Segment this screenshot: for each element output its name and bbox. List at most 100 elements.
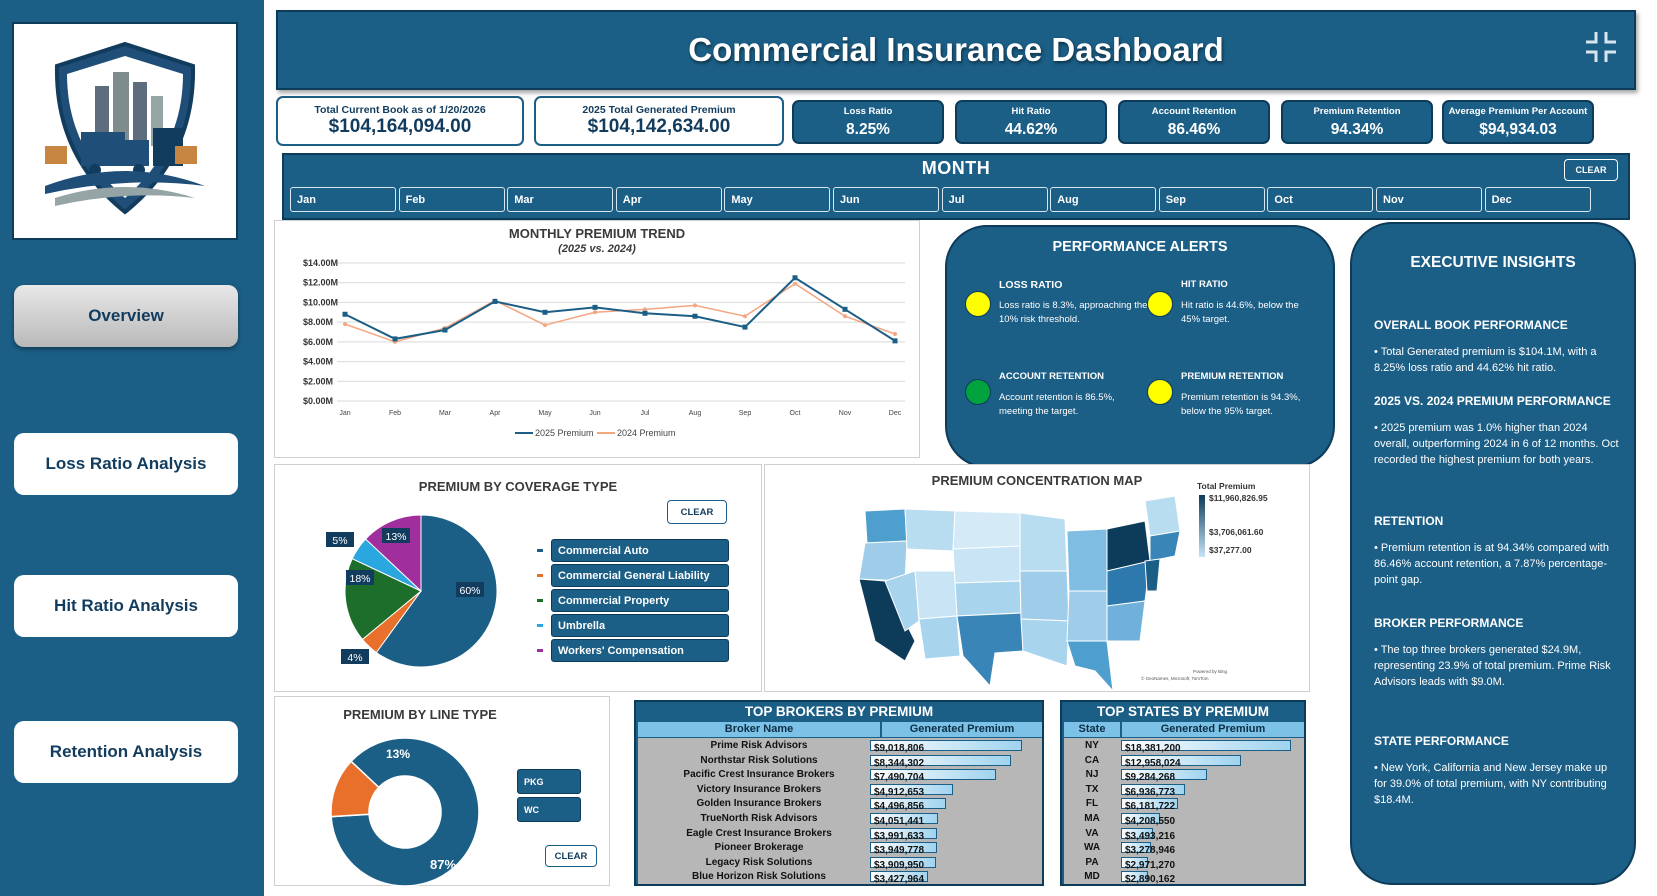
states-table-body: NY $18,381,200 CA $12,958,024 NJ $9,284,268 TX… <box>1064 738 1304 885</box>
coverage-legend-3[interactable]: Commercial Property <box>551 589 729 612</box>
broker-bar: $8,344,302 <box>870 754 1011 769</box>
line-type-chart-panel: PREMIUM BY LINE TYPE 87% 13% PKG WC CLEAR <box>274 696 610 887</box>
state-row: MD $2,890,162 <box>1064 869 1304 885</box>
company-logo <box>12 22 238 240</box>
state-bar: $2,971,270 <box>1121 856 1175 871</box>
coverage-slice-label-bg <box>341 649 369 664</box>
trend-x-tick: Sep <box>739 410 752 417</box>
trend-x-tick: May <box>538 410 552 417</box>
line-type-pkg-button[interactable]: PKG <box>517 769 581 794</box>
state-value: $12,958,024 <box>1125 757 1181 769</box>
broker-name: Prime Risk Advisors <box>710 740 808 751</box>
coverage-slice-label: 4% <box>347 652 362 664</box>
insight-state-text: • New York, California and New Jersey ma… <box>1374 762 1608 806</box>
kpi-current-book-value: $104,164,094.00 <box>328 116 472 137</box>
collapse-icon[interactable] <box>1584 30 1618 64</box>
month-btn-feb[interactable]: Feb <box>398 187 505 212</box>
coverage-legend-2[interactable]: Commercial General Liability <box>551 564 729 587</box>
kpi-current-book: Total Current Book as of 1/20/2026 $104,… <box>276 96 524 146</box>
broker-name: Pioneer Brokerage <box>714 842 804 854</box>
brokers-col-name-header: Broker Name <box>638 722 880 737</box>
trend-x-tick: Dec <box>889 410 902 417</box>
kpi-generated-premium-label: 2025 Total Generated Premium <box>582 104 736 116</box>
us-choropleth-map <box>858 495 1181 691</box>
broker-bar: $3,427,964 <box>870 871 928 885</box>
kpi-premium-retention-label: Premium Retention <box>1313 105 1401 117</box>
nav-retention-button[interactable]: Retention Analysis <box>14 721 238 783</box>
trend-x-tick: Aug <box>689 410 702 417</box>
month-btn-apr[interactable]: Apr <box>615 187 722 212</box>
nav-hit-ratio-button[interactable]: Hit Ratio Analysis <box>14 575 238 637</box>
trend-point-2024 <box>893 331 897 336</box>
coverage-legend-marker <box>537 599 543 602</box>
trend-point-2025 <box>392 336 398 342</box>
trend-point-2024 <box>343 322 347 327</box>
trend-point-2025 <box>892 338 898 344</box>
month-btn-may[interactable]: May <box>724 187 831 212</box>
coverage-pie-slice[interactable] <box>375 514 498 668</box>
broker-name: Blue Horizon Risk Solutions <box>692 871 826 883</box>
trend-point-2024 <box>543 323 547 328</box>
broker-row: Northstar Risk Solutions $8,344,302 <box>638 753 1042 769</box>
month-btn-jun[interactable]: Jun <box>833 187 939 212</box>
month-btn-aug[interactable]: Aug <box>1050 187 1157 212</box>
coverage-legend-4[interactable]: Umbrella <box>551 614 729 637</box>
line-type-slice[interactable] <box>330 760 380 818</box>
nav-loss-ratio-button[interactable]: Loss Ratio Analysis <box>14 433 238 495</box>
state-value: $9,284,268 <box>1125 772 1176 784</box>
alert-hit-ratio-text: Hit ratio is 44.6%, below the 45% target… <box>1181 300 1299 325</box>
account-retention-status-dot <box>965 379 991 405</box>
trend-y-tick: $4.00M <box>303 357 333 367</box>
map-legend-mid: $3,706,061.60 <box>1209 527 1264 537</box>
trend-x-tick: Jun <box>589 410 600 417</box>
month-btn-mar[interactable]: Mar <box>507 187 614 212</box>
month-btn-dec[interactable]: Dec <box>1484 187 1591 212</box>
premium-map-panel: PREMIUM CONCENTRATION MAP Total Premium … <box>764 464 1310 692</box>
state-bar: $12,958,024 <box>1121 754 1241 769</box>
line-type-wc-button[interactable]: WC <box>517 797 581 822</box>
state-bar: $3,493,216 <box>1121 827 1175 842</box>
month-slicer-title: MONTH <box>921 158 991 178</box>
trend-point-2025 <box>642 310 648 316</box>
trend-chart-subtitle: (2025 vs. 2024) <box>558 243 636 255</box>
kpi-generated-premium-value: $104,142,634.00 <box>587 116 731 137</box>
trend-series-line-0 <box>344 276 896 342</box>
broker-name: Victory Insurance Brokers <box>696 783 822 795</box>
trend-x-tick: Jan <box>339 410 350 417</box>
month-btn-nov[interactable]: Nov <box>1376 187 1482 212</box>
broker-value: $7,490,704 <box>874 772 925 784</box>
state-row: VA $3,493,216 <box>1064 826 1304 842</box>
alert-loss-ratio-text: Loss ratio is 8.3%, approaching the 10% … <box>999 300 1148 325</box>
month-btn-sep[interactable]: Sep <box>1158 187 1265 212</box>
kpi-hit-ratio-label: Hit Ratio <box>1011 105 1051 117</box>
alert-hit-ratio-heading: HIT RATIO <box>1181 279 1228 290</box>
coverage-slice-label: 5% <box>332 535 347 547</box>
trend-point-2024 <box>743 314 747 319</box>
month-slicer: MONTH CLEAR Jan Feb Mar Apr May Jun Jul Aug Sep O… <box>282 153 1630 220</box>
month-btn-oct[interactable]: Oct <box>1267 187 1374 212</box>
line-type-clear-button[interactable]: CLEAR <box>545 845 597 867</box>
coverage-slice-label-bg <box>326 532 354 547</box>
broker-value: $8,344,302 <box>874 757 925 769</box>
state-value: $6,181,722 <box>1125 801 1176 813</box>
sidebar: Overview Loss Ratio Analysis Hit Ratio A… <box>0 0 264 896</box>
coverage-legend-1[interactable]: Commercial Auto <box>551 539 729 562</box>
insights-title: EXECUTIVE INSIGHTS <box>1410 254 1576 271</box>
performance-alerts-panel: PERFORMANCE ALERTS LOSS RATIO Loss ratio… <box>945 225 1335 468</box>
coverage-clear-button[interactable]: CLEAR <box>667 500 727 524</box>
broker-bar: $4,912,653 <box>870 783 953 798</box>
coverage-slice-label: 18% <box>349 573 370 585</box>
broker-row: Eagle Crest Insurance Brokers $3,991,633 <box>638 826 1042 842</box>
state-row: PA $2,971,270 <box>1064 855 1304 871</box>
month-btn-jul[interactable]: Jul <box>941 187 1048 212</box>
coverage-legend-5[interactable]: Workers' Compensation <box>551 639 729 662</box>
alert-loss-ratio-heading: LOSS RATIO <box>999 279 1063 291</box>
month-btn-jan[interactable]: Jan <box>290 187 396 212</box>
month-clear-button[interactable]: CLEAR <box>1564 159 1618 181</box>
insight-state-heading: STATE PERFORMANCE <box>1374 734 1509 748</box>
state-name: PA <box>1085 856 1099 868</box>
nav-overview-button[interactable]: Overview <box>14 285 238 347</box>
coverage-slice-label-bg <box>456 582 484 597</box>
coverage-slice-label-bg <box>382 528 410 543</box>
line-type-slice[interactable] <box>330 737 480 887</box>
